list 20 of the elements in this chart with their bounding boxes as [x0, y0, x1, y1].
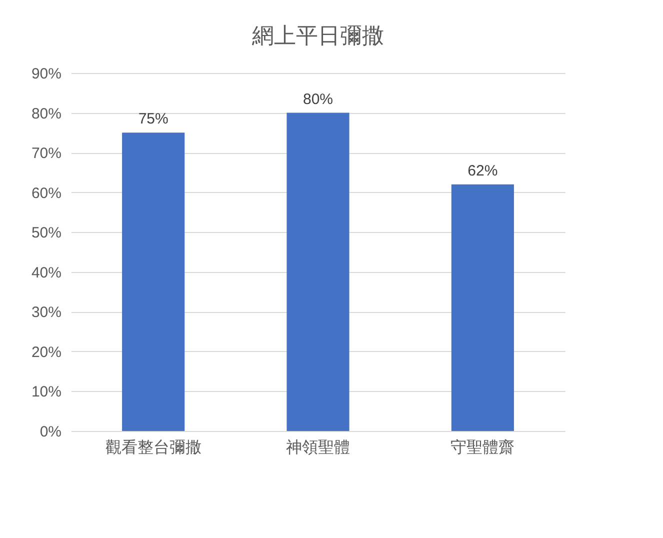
data-label: 75%	[138, 110, 168, 128]
y-tick-label: 60%	[31, 184, 62, 202]
data-label: 80%	[302, 90, 334, 108]
x-tick-label: 神領聖體	[286, 438, 350, 456]
y-tick-label: 10%	[31, 384, 62, 401]
y-tick-label: 70%	[31, 145, 62, 162]
y-tick-label: 0%	[40, 424, 62, 440]
y-tick-label: 30%	[31, 304, 62, 322]
data-label: 62%	[468, 162, 498, 180]
y-tick-label: 90%	[31, 66, 62, 82]
bar	[122, 132, 185, 431]
y-tick-label: 80%	[31, 105, 62, 122]
y-tick-label: 50%	[31, 224, 62, 242]
x-tick-label: 守聖體齋	[450, 438, 515, 456]
bar	[286, 112, 350, 431]
bar	[451, 184, 514, 431]
chart-title: 網上平日彌撒	[251, 23, 384, 48]
y-tick-label: 40%	[31, 264, 62, 282]
y-tick-label: 20%	[31, 344, 62, 361]
x-tick-label: 觀看整台彌撒	[105, 438, 202, 456]
